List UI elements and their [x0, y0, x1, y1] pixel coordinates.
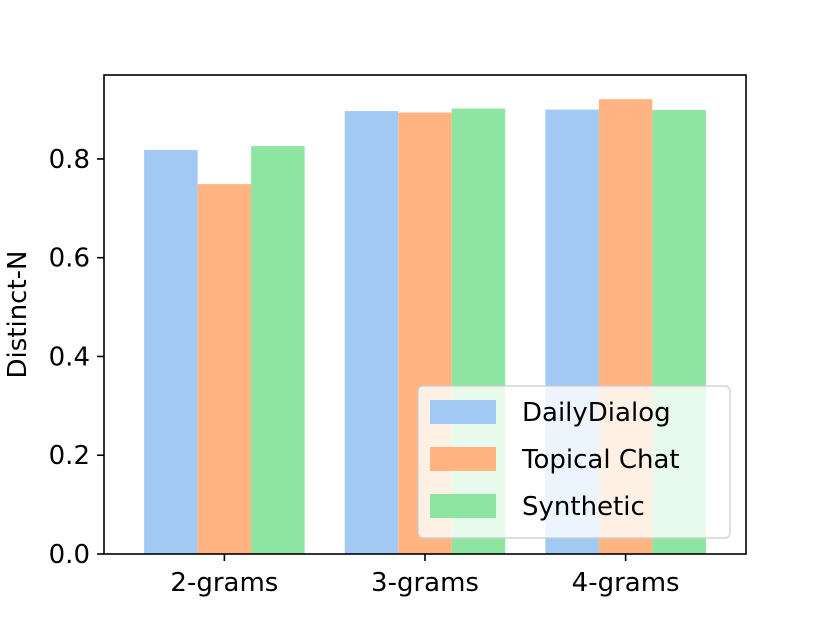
y-tick-label: 0.2	[49, 441, 90, 471]
y-axis-label: Distinct-N	[3, 250, 33, 378]
legend-swatch-dailydialog	[430, 400, 496, 424]
y-tick-label: 0.0	[49, 540, 90, 570]
legend-label: Synthetic	[522, 492, 645, 522]
bar-dailydialog-2-grams	[144, 150, 198, 554]
legend: DailyDialog Topical Chat Synthetic	[417, 385, 731, 539]
bar-dailydialog-3-grams	[344, 111, 399, 554]
y-tick-label: 0.6	[49, 244, 90, 274]
y-tick-label: 0.4	[49, 342, 90, 372]
bar-topical-chat-2-grams	[197, 184, 252, 554]
x-tick-label: 3-grams	[371, 568, 479, 598]
bar-synthetic-2-grams	[251, 146, 305, 554]
x-axis: 2-grams 3-grams 4-grams	[170, 554, 680, 598]
y-tick-label: 0.8	[49, 145, 90, 175]
y-axis: 0.0 0.2 0.4 0.6 0.8	[49, 145, 104, 570]
x-tick-label: 2-grams	[170, 568, 278, 598]
legend-swatch-topical-chat	[430, 447, 496, 471]
x-tick-label: 4-grams	[572, 568, 680, 598]
legend-label: Topical Chat	[521, 445, 680, 475]
legend-label: DailyDialog	[522, 398, 671, 428]
legend-swatch-synthetic	[430, 494, 496, 518]
